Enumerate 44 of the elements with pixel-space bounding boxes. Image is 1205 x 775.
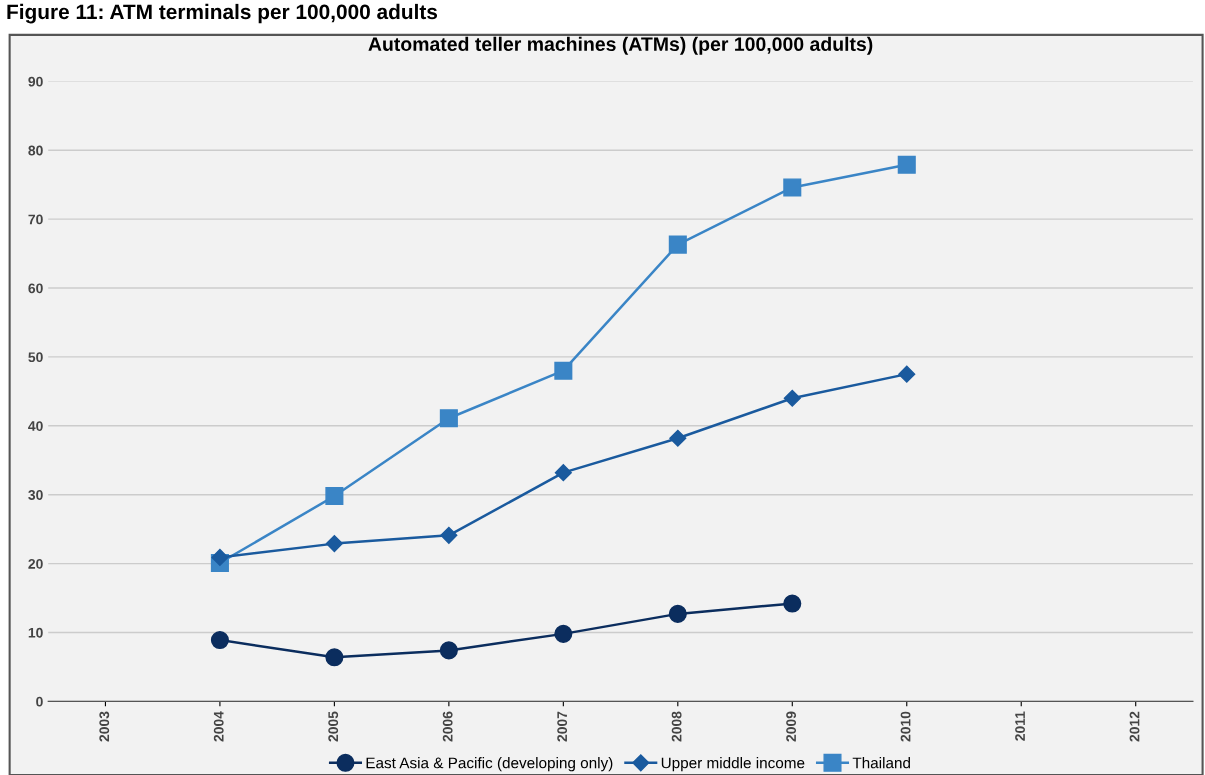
legend-label: Upper middle income — [661, 757, 805, 772]
y-tick-label: 90 — [28, 76, 43, 87]
x-tick-label: 2004 — [213, 711, 224, 742]
y-tick-label: 70 — [28, 214, 43, 225]
point — [554, 624, 573, 643]
x-tick-label: 2003 — [99, 711, 110, 742]
point — [898, 365, 916, 383]
y-tick-label: 0 — [36, 696, 43, 707]
y-tick-label: 60 — [28, 283, 43, 294]
point — [439, 641, 458, 660]
x-tick-label: 2008 — [671, 711, 682, 742]
x-tick-label: 2007 — [557, 711, 568, 742]
point — [783, 594, 802, 613]
x-tick-label: 2009 — [786, 711, 797, 742]
point — [325, 535, 343, 553]
point — [439, 409, 458, 428]
point — [325, 487, 344, 506]
x-tick-label: 2006 — [442, 711, 453, 742]
point — [210, 631, 229, 650]
y-tick-label: 50 — [28, 352, 43, 363]
point — [668, 604, 687, 623]
legend-label: Thailand — [852, 757, 910, 769]
point — [211, 548, 229, 566]
point — [669, 429, 687, 447]
y-tick-label: 20 — [28, 558, 43, 569]
x-tick-label: 2005 — [328, 711, 339, 742]
y-tick-label: 40 — [28, 421, 43, 431]
chart-title: Automated teller machines (ATMs) (per 100,000 adults) — [368, 36, 873, 55]
y-tick-label: 30 — [28, 490, 43, 500]
x-tick-label: 2012 — [1129, 711, 1140, 742]
y-tick-label: 10 — [28, 627, 43, 638]
caption: Figure 11: ATM terminals per 100,000 adults — [7, 3, 438, 24]
point — [554, 361, 573, 380]
point — [897, 155, 916, 174]
point — [440, 526, 458, 544]
point — [554, 464, 572, 482]
point — [668, 235, 687, 254]
y-tick-label: 80 — [28, 145, 43, 156]
point — [783, 389, 801, 407]
point — [325, 648, 344, 667]
legend-label: East Asia & Pacific (developing only) — [366, 757, 613, 772]
x-tick-label: 2011 — [1015, 711, 1025, 741]
x-tick-label: 2010 — [900, 711, 911, 742]
point — [783, 178, 802, 197]
